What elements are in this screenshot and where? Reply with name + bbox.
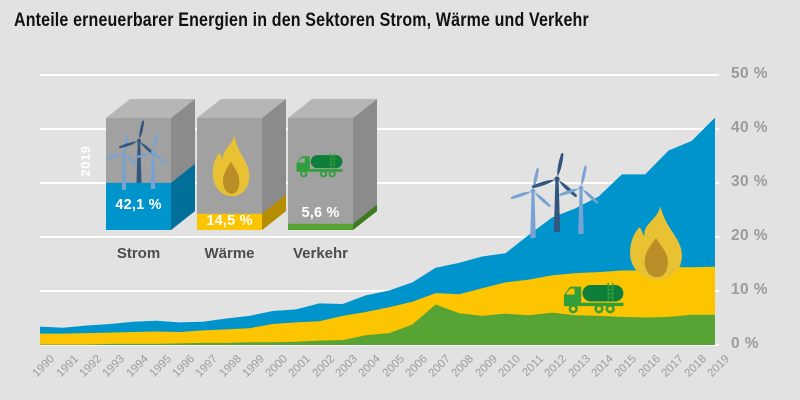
area-verkehr — [40, 304, 715, 345]
value-strip-side — [262, 194, 286, 230]
legend-box-strom — [106, 99, 195, 230]
value-strip-front — [106, 182, 171, 230]
area-series — [40, 117, 715, 345]
value-strip-side — [353, 204, 377, 230]
chart-title: Anteile erneuerbarer Energien in den Sek… — [14, 9, 589, 31]
value-strip-front — [288, 223, 353, 230]
year-badge: 2019 — [78, 145, 93, 177]
value-strip-side — [171, 163, 195, 230]
legend-boxes — [106, 99, 377, 230]
value-strip-front — [197, 213, 262, 230]
